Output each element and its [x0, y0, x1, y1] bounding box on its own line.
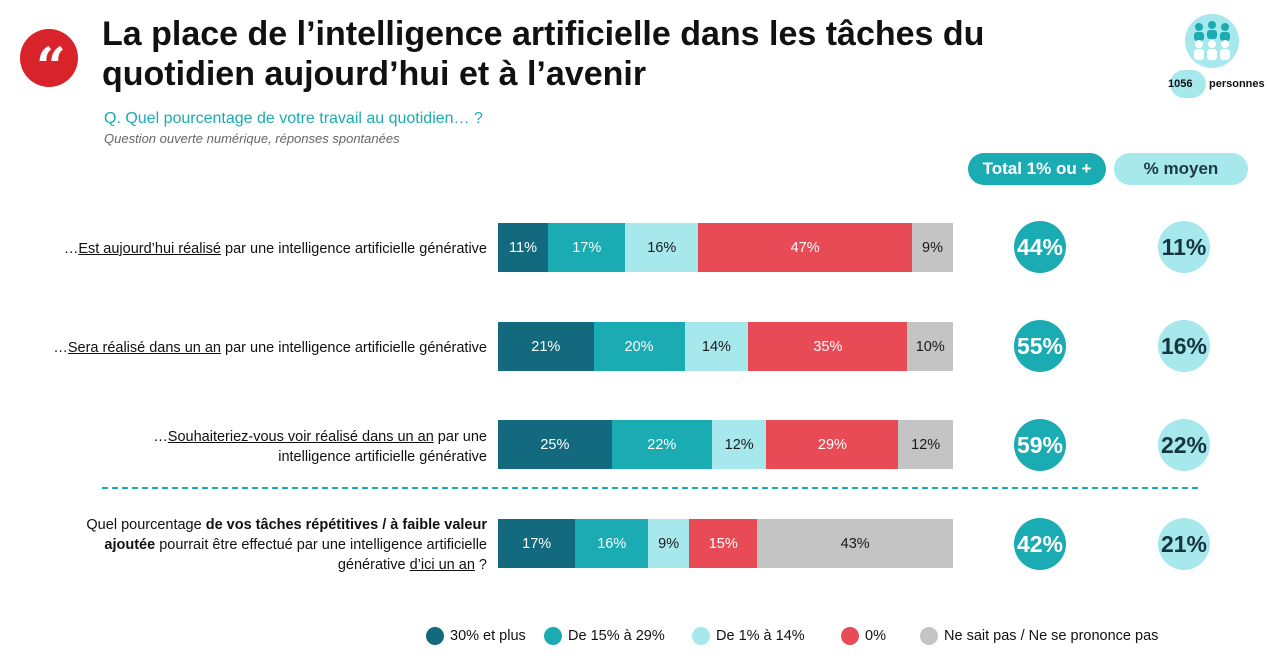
bar-segment-1-2: 17% [548, 223, 626, 272]
bar-value-label: 35% [813, 338, 843, 355]
bar-segment-3-5: 12% [898, 420, 953, 469]
quote-icon: “ [20, 29, 78, 98]
question-text: Q. Quel pourcentage de votre travail au … [104, 110, 483, 127]
bar-value-label: 16% [647, 239, 677, 256]
row-label-3: …Souhaiteriez-vous voir réalisé dans un … [153, 429, 487, 465]
bar-segment-2-4: 35% [748, 322, 908, 371]
chart-legend: 30% et plus De 15% à 29% De 1% à 14% 0% Ne s… [0, 627, 1269, 647]
row-label-2: …Sera réalisé dans un an par une intelli… [53, 340, 487, 356]
legend-swatch [544, 627, 562, 645]
bar-segment-3-1: 25% [498, 420, 612, 469]
legend-item-2: De 15% à 29% [544, 627, 665, 645]
sample-count: 1056 [1168, 78, 1193, 90]
legend-label: De 15% à 29% [568, 628, 665, 644]
moyen-circle-4: 21% [1158, 518, 1210, 570]
bar-segment-3-3: 12% [711, 420, 767, 469]
bar-segment-1-4: 47% [698, 223, 913, 272]
bar-segment-4-2: 16% [575, 519, 649, 568]
bar-value-label: 10% [915, 338, 945, 355]
bar-value-label: 47% [790, 239, 820, 256]
total-circle-4: 42% [1014, 518, 1066, 570]
stacked-bar-4: 17% 16% 9% 15% 43% [498, 519, 953, 568]
legend-item-5: Ne sait pas / Ne se prononce pas [920, 627, 1158, 645]
sample-label: personnes [1209, 78, 1265, 90]
bar-segment-1-3: 16% [625, 223, 699, 272]
bar-value-label: 17% [522, 535, 552, 552]
bar-value-label: 12% [911, 436, 941, 453]
bar-value-label: 29% [817, 436, 847, 453]
bar-segment-4-5: 43% [757, 519, 953, 568]
page-title: La place de l’intelligence artificielle … [102, 15, 985, 93]
bar-value-label: 22% [647, 436, 677, 453]
bar-segment-2-3: 14% [684, 322, 749, 371]
row-label-1: …Est aujourd’hui réalisé par une intelli… [63, 241, 487, 257]
legend-label: 0% [865, 628, 886, 644]
legend-label: Ne sait pas / Ne se prononce pas [944, 628, 1159, 644]
bar-value-label: 17% [572, 239, 602, 256]
bar-value-label: 25% [540, 436, 570, 453]
column-header-total: Total 1% ou + [968, 153, 1106, 185]
bar-segment-3-2: 22% [611, 420, 712, 469]
total-circle-2: 55% [1014, 320, 1066, 372]
legend-swatch [841, 627, 859, 645]
legend-label: 30% et plus [450, 628, 526, 644]
sample-badge [1170, 70, 1206, 98]
bar-value-label: 43% [840, 535, 870, 552]
question-note: Question ouverte numérique, réponses spo… [104, 131, 400, 146]
total-circle-3: 59% [1014, 419, 1066, 471]
stacked-bar-2: 21% 20% 14% 35% 10% [498, 322, 953, 371]
legend-swatch [692, 627, 710, 645]
bar-value-label: 16% [597, 535, 627, 552]
legend-item-4: 0% [841, 627, 886, 645]
moyen-circle-3: 22% [1158, 419, 1210, 471]
bar-value-label: 9% [922, 239, 943, 256]
row-label-4: Quel pourcentage de vos tâches répétitiv… [86, 517, 487, 573]
section-divider [102, 487, 1198, 489]
total-circle-1: 44% [1014, 221, 1066, 273]
legend-label: De 1% à 14% [716, 628, 805, 644]
legend-item-3: De 1% à 14% [692, 627, 805, 645]
bar-value-label: 20% [624, 338, 654, 355]
bar-value-label: 9% [658, 535, 680, 552]
bar-segment-3-4: 29% [766, 420, 899, 469]
bar-segment-4-1: 17% [498, 519, 576, 568]
bar-segment-4-4: 15% [689, 519, 758, 568]
stacked-bar-1: 11% 17% 16% 47% 9% [498, 223, 953, 272]
bar-value-label: 12% [724, 436, 754, 453]
bar-value-label: 21% [531, 338, 561, 355]
bar-segment-1-1: 11% [498, 223, 549, 272]
moyen-circle-1: 11% [1158, 221, 1210, 273]
bar-segment-2-2: 20% [593, 322, 685, 371]
legend-swatch [920, 627, 938, 645]
bar-segment-2-5: 10% [907, 322, 953, 371]
people-group-icon [1185, 14, 1239, 68]
bar-value-label: 14% [701, 338, 731, 355]
bar-segment-1-5: 9% [912, 223, 953, 272]
bar-segment-4-3: 9% [648, 519, 690, 568]
column-header-moyen: % moyen [1114, 153, 1248, 185]
bar-value-label: 11% [509, 239, 537, 256]
moyen-circle-2: 16% [1158, 320, 1210, 372]
legend-swatch [426, 627, 444, 645]
bar-value-label: 15% [708, 535, 738, 552]
stacked-bar-3: 25% 22% 12% 29% 12% [498, 420, 953, 469]
bar-segment-2-1: 21% [498, 322, 594, 371]
legend-item-1: 30% et plus [426, 627, 526, 645]
